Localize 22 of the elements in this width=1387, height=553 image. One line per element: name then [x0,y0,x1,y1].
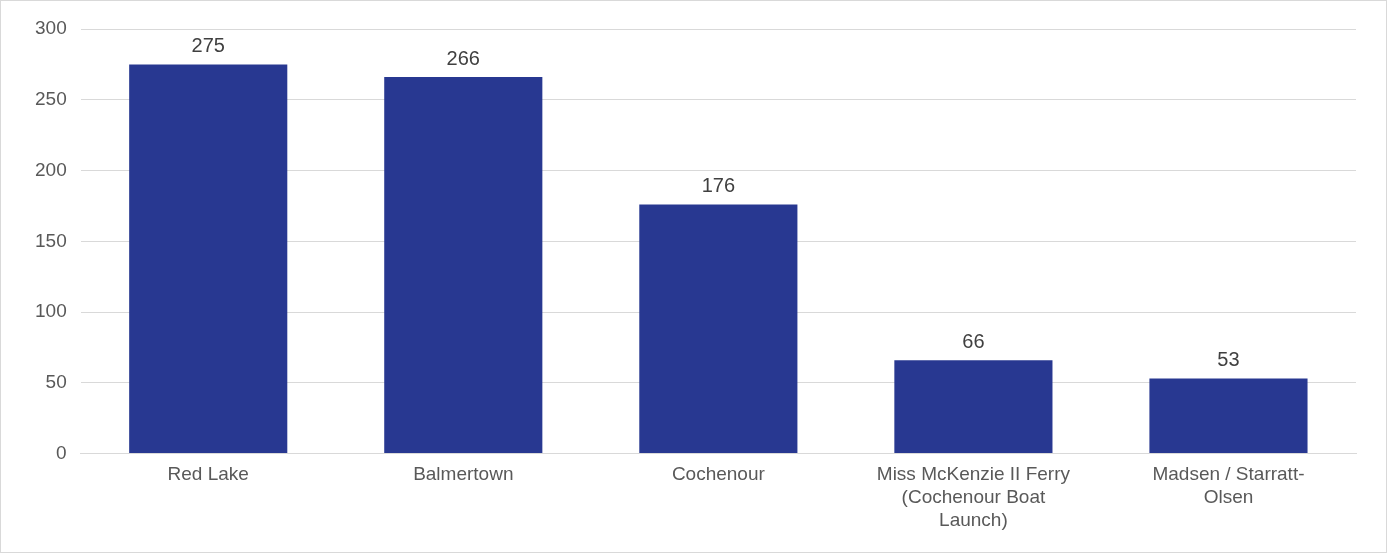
data-label: 176 [701,174,736,197]
y-tick-label: 50 [45,371,67,393]
bar [129,64,288,454]
x-tick-label: Cochenour [671,463,766,485]
bar [894,360,1053,454]
x-tick-label: Balmertown [413,463,514,485]
y-tick-label: 0 [56,441,67,463]
x-tick-label: Miss McKenzie II Ferry (Cochenour Boat Launch) [876,463,1071,530]
y-tick-label: 150 [35,229,67,251]
bar [384,77,543,454]
y-tick-label: 200 [35,158,67,180]
data-label: 266 [446,46,480,69]
bar [1149,378,1308,454]
data-label: 275 [191,33,225,56]
data-label: 66 [962,329,985,352]
y-tick-label: 100 [35,300,67,322]
x-tick-label: Red Lake [167,463,249,485]
bar [639,204,798,454]
y-tick-label: 250 [35,88,67,109]
y-tick-label: 300 [35,17,67,39]
data-label: 53 [1217,348,1240,371]
x-tick-label: Madsen / Starratt-Olsen [1152,463,1305,508]
